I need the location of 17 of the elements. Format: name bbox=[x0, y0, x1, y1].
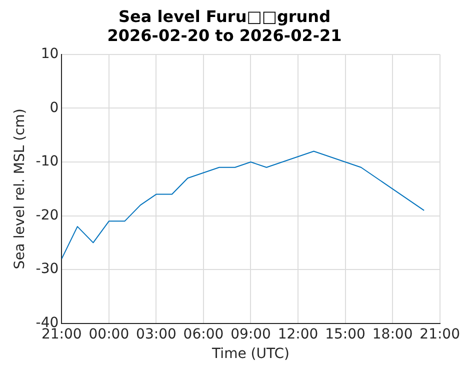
x-tick-label: 09:00 bbox=[230, 326, 271, 342]
x-tick-label: 15:00 bbox=[325, 326, 366, 342]
x-tick-label: 21:00 bbox=[420, 326, 460, 342]
x-tick-label: 00:00 bbox=[88, 326, 130, 342]
y-tick-label: -20 bbox=[36, 207, 59, 224]
text: Sea level Furu□□grund bbox=[118, 6, 331, 26]
y-tick-label: 10 bbox=[40, 46, 59, 62]
x-tick-label: 03:00 bbox=[136, 326, 176, 342]
y-tick-label: -10 bbox=[36, 154, 59, 170]
x-tick-label: 06:00 bbox=[183, 326, 224, 342]
text: 2026-02-20 to 2026-02-21 bbox=[107, 26, 342, 45]
y-tick-label: -30 bbox=[36, 261, 59, 278]
y-tick-label: 0 bbox=[50, 100, 59, 116]
x-axis-title: Time (UTC) bbox=[211, 346, 290, 362]
y-axis-title: Sea level rel. MSL (cm) bbox=[12, 108, 28, 270]
x-tick-label: 18:00 bbox=[372, 326, 413, 342]
x-tick-label: 12:00 bbox=[278, 326, 318, 342]
